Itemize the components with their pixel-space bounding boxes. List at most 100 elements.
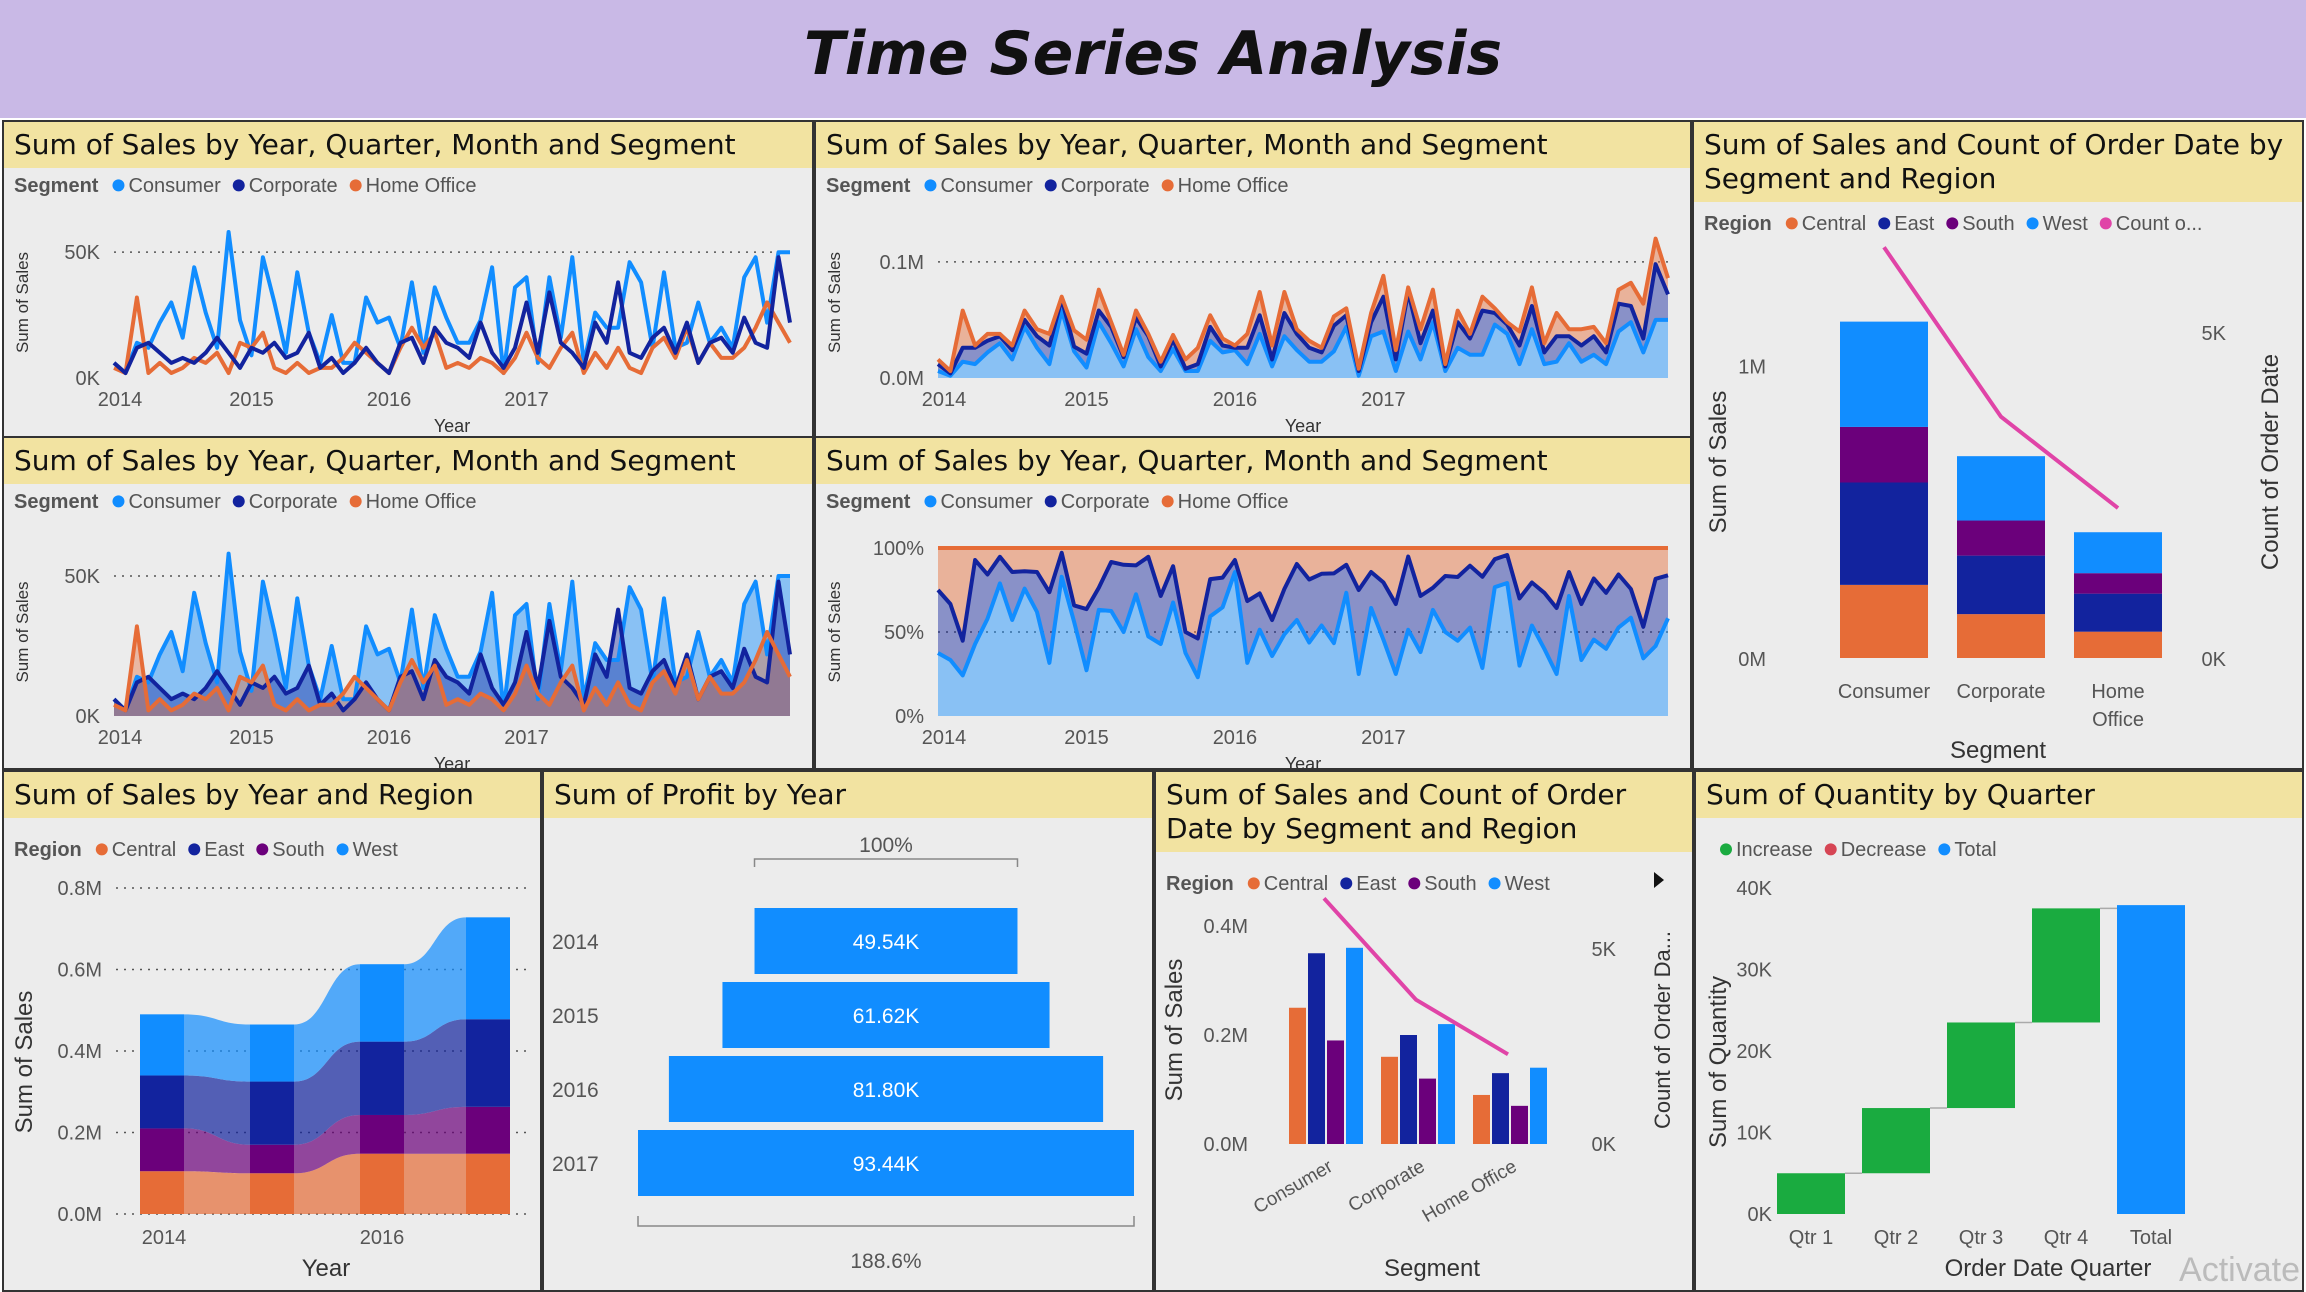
funnel-value-label: 93.44K [853,1153,920,1176]
column-east [1400,1035,1417,1144]
y-tick-label: 0% [895,706,924,728]
panel-100-stacked-area-chart[interactable]: Sum of Sales by Year, Quarter, Month and… [814,436,1692,770]
column-south [1419,1078,1436,1144]
ribbon-bar-central [140,1171,184,1214]
column-south [1327,1040,1344,1144]
y-tick-label: 1M [1738,357,1766,379]
ribbon-bar-south [360,1114,404,1154]
panel-stacked-area-chart[interactable]: Sum of Sales by Year, Quarter, Month and… [814,120,1692,438]
ribbon-bar-west [140,1014,184,1076]
y-tick-label: 0.4M [58,1041,102,1063]
funnel-value-label: 81.80K [853,1079,920,1102]
y-axis-label: Sum of Sales [13,252,32,353]
legend-marker [1488,877,1501,890]
panel-title: Sum of Profit by Year [544,772,1152,818]
x-axis-label: Year [434,754,470,768]
y-tick-label: 50% [884,622,924,644]
page-header: Time Series Analysis [0,0,2306,118]
y-tick-label: 100% [873,538,924,560]
series-area-home_office [114,626,790,716]
panel-funnel-chart[interactable]: Sum of Profit by Year 100% 49.54K 2014 61.6… [542,770,1154,1292]
y-tick-label: 0.6M [58,960,102,982]
funnel-category-label: 2017 [552,1153,599,1176]
y2-axis-label: Count of Order Da... [1650,931,1675,1129]
legend-marker [1878,217,1891,230]
legend-marker [2026,217,2039,230]
x-tick-label: 2014 [922,727,967,749]
y-tick-label: 0.4M [1204,916,1248,938]
legend-marker [1044,495,1057,508]
x-tick-label: Home Office [2091,681,2144,731]
bar-segment-central [1840,584,1928,658]
x-tick-label: Corporate [1345,1156,1429,1216]
panel-stacked-column-line-chart[interactable]: Sum of Sales and Count of Order Date by … [1692,120,2304,770]
legend-marker [1408,877,1421,890]
column-central [1473,1094,1490,1144]
waterfall-total-bar [2117,905,2185,1214]
legend-item: Central [1264,873,1328,895]
series-line-home_office [113,624,792,713]
x-tick-label: Qtr 1 [1789,1227,1833,1249]
legend-title: Region [1704,213,1772,235]
count-line [1322,896,1510,1057]
legend-item: Home Office [366,175,477,197]
ribbon-east [294,1041,360,1145]
ribbon-south [404,1106,466,1154]
panel-clustered-column-line-chart[interactable]: Sum of Sales and Count of Order Date by … [1154,770,1694,1292]
legend-marker [349,179,362,192]
bar-segment-south [1840,426,1928,483]
panel-area-chart[interactable]: Sum of Sales by Year, Quarter, Month and… [2,436,814,770]
x-tick-label: 2014 [922,389,967,411]
stacked-column-line-chart: Region Central East South West Count o... 1M 0M… [1704,213,2284,764]
panel-ribbon-chart[interactable]: Sum of Sales by Year and Region Region Ce… [2,770,542,1292]
waterfall-chart: Increase Decrease Total 40K 30K 20K 10K 0K Sum o… [1705,839,2185,1282]
panel-line-chart[interactable]: Sum of Sales by Year, Quarter, Month and… [2,120,814,438]
legend-marker [1340,877,1353,890]
column-central [1381,1056,1398,1144]
legend-marker [1044,179,1057,192]
legend-marker [1247,877,1260,890]
y-tick-label: 20K [1736,1041,1772,1063]
y-tick-label: 0K [76,368,101,390]
line-chart: Segment Consumer Corporate Home Office 50K 0K… [13,175,792,436]
bar-segment-central [1957,614,2045,658]
funnel-bar [722,982,1050,1048]
x-tick-label: 2015 [1064,727,1109,749]
ribbon-west [404,917,466,1042]
series-line-corporate [936,550,1669,643]
series-line-home_office [936,236,1670,373]
series-line-corporate [112,255,792,375]
watermark-text: Activate [2179,1251,2300,1289]
legend-item: Central [112,839,176,861]
bar-segment-central [2074,631,2162,658]
legend-item: Corporate [1061,491,1150,513]
y-tick-label: 10K [1736,1123,1772,1145]
funnel-bar [638,1130,1134,1196]
ribbon-central [184,1171,250,1214]
legend-marker [232,179,245,192]
x-tick-label: 2016 [367,727,412,749]
y-axis-label: Sum of Sales [1705,391,1732,534]
y-axis-label: Sum of Sales [11,991,38,1134]
x-tick-label: 2017 [1361,389,1406,411]
panel-waterfall-chart[interactable]: Sum of Quantity by Quarter Increase Decre… [1694,770,2304,1292]
legend-marker [1824,843,1837,856]
percent-stacked-area-chart: Segment Consumer Corporate Home Office 100% 5… [825,491,1670,768]
y-tick-label: 0.8M [58,878,102,900]
legend-item: Decrease [1841,839,1927,861]
bar-segment-east [1840,482,1928,585]
waterfall-bar [1862,1108,1930,1174]
x-tick-label: Qtr 2 [1874,1227,1918,1249]
legend-item: Total [1954,839,1996,861]
y-tick-label: 0.0M [1204,1134,1248,1156]
funnel-bar [754,908,1018,974]
x-tick-label: 2017 [1361,727,1406,749]
ribbon-bar-south [466,1106,510,1154]
funnel-bar [668,1056,1104,1122]
panel-title: Sum of Sales by Year, Quarter, Month and… [4,122,812,168]
legend-item: Consumer [128,491,221,513]
bar-segment-south [1957,520,2045,556]
legend-marker [112,179,125,192]
ribbon-east [404,1019,466,1115]
panel-title: Sum of Quantity by Quarter [1696,772,2302,818]
